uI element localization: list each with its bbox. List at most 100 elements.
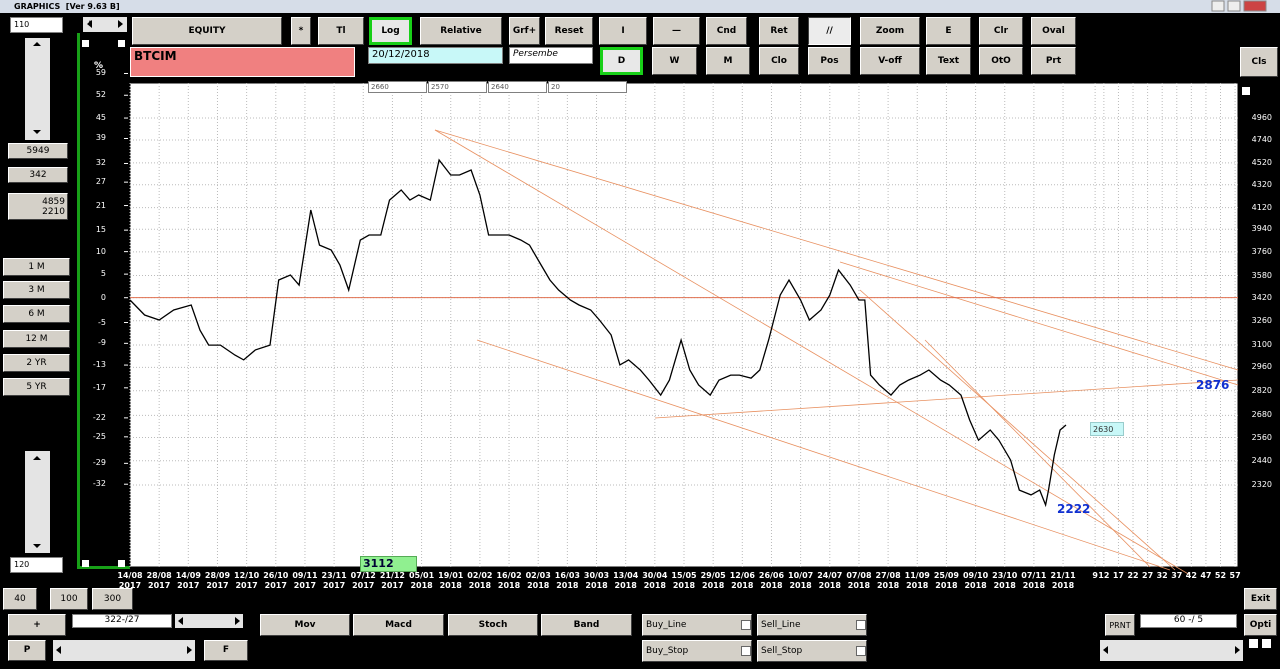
toolbar-button[interactable]: Zoom — [860, 17, 920, 45]
toolbar-button[interactable]: Log — [369, 17, 412, 45]
toolbar-button[interactable]: Oval — [1031, 17, 1076, 45]
value-field: 5949 — [8, 143, 68, 159]
annotation: 3112 — [360, 556, 417, 572]
period-button[interactable]: 1 M — [3, 258, 70, 276]
checkbox[interactable] — [741, 620, 751, 630]
panel-border — [77, 33, 80, 569]
toolbar-button[interactable]: OtO — [979, 47, 1023, 75]
period-button[interactable]: 3 M — [3, 281, 70, 299]
toolbar-button[interactable]: // — [808, 17, 851, 45]
x-tick-label: 26/10 2017 — [263, 571, 289, 590]
toolbar-button[interactable]: Prt — [1031, 47, 1076, 75]
order-line-toggle[interactable]: Sell_Stop — [757, 640, 867, 662]
x-tick-label: 21/11 2018 — [1050, 571, 1076, 590]
period-button[interactable]: 12 M — [3, 330, 70, 348]
indicator-button[interactable]: Macd — [353, 614, 444, 636]
plot-area — [129, 82, 1239, 568]
date-box: 20/12/2018 — [368, 47, 503, 64]
value-field[interactable]: 110 — [10, 17, 63, 33]
toolbar-button[interactable]: Tl — [318, 17, 364, 45]
y2-tick-label: 39 — [95, 133, 106, 143]
next-button[interactable]: F — [204, 640, 248, 661]
toolbar-button[interactable]: I — [599, 17, 647, 45]
toolbar-button[interactable]: — — [653, 17, 700, 45]
x-tick-label: 05/01 2018 — [408, 571, 435, 590]
y2-axis-label: % — [94, 61, 104, 71]
y2-tick-label: -22 — [92, 412, 106, 422]
x-tick-label: 12 — [1098, 571, 1110, 580]
period-button[interactable]: 5 YR — [3, 378, 70, 396]
x-tick-label: 02/03 2018 — [525, 571, 551, 590]
checkbox[interactable] — [856, 620, 866, 630]
zoom-button[interactable]: 300 — [92, 588, 133, 610]
title-bar — [0, 0, 1280, 13]
x-tick-label: 28/09 2017 — [204, 571, 231, 590]
y-tick-label: 4120 — [1251, 202, 1272, 212]
toolbar-button[interactable]: Relative — [420, 17, 502, 45]
toolbar-button[interactable]: M — [706, 47, 750, 75]
toolbar-button[interactable]: D — [600, 47, 643, 75]
x-tick-label: 12/06 2018 — [729, 571, 755, 590]
toolbar-button[interactable]: Grf+ — [509, 17, 540, 45]
range-box: 4859 2210 — [8, 193, 68, 220]
x-tick-label: 14/09 2017 — [175, 571, 201, 590]
x-tick-label: 26/06 2018 — [758, 571, 785, 590]
y2-tick-label: -13 — [92, 360, 106, 370]
order-line-toggle[interactable]: Sell_Line — [757, 614, 867, 636]
print-button[interactable]: PRNT — [1105, 614, 1135, 636]
toolbar-button[interactable]: Clr — [979, 17, 1023, 45]
indicator-button[interactable]: Band — [541, 614, 632, 636]
info-box: 20 — [548, 81, 627, 93]
order-line-toggle[interactable]: Buy_Stop — [642, 640, 752, 662]
checkbox[interactable] — [741, 646, 751, 656]
x-tick-label: 16/03 2018 — [554, 571, 580, 590]
checkbox[interactable] — [856, 646, 866, 656]
x-tick-label: 12/10 2017 — [234, 571, 260, 590]
toolbar-button[interactable]: Ret — [759, 17, 799, 45]
indicator-button[interactable]: Stoch — [448, 614, 538, 636]
y-tick-label: 4960 — [1251, 113, 1272, 123]
prev-button[interactable]: P — [8, 640, 46, 661]
plus-button[interactable]: + — [8, 614, 66, 636]
order-line-toggle[interactable]: Buy_Line — [642, 614, 752, 636]
toolbar-button[interactable]: E — [926, 17, 971, 45]
x-tick-label: 15/05 2018 — [671, 571, 697, 590]
options-button[interactable]: Opti — [1244, 614, 1277, 636]
x-tick-label: 57 — [1229, 571, 1241, 580]
exit-button[interactable]: Exit — [1244, 588, 1277, 610]
y-tick-label: 3760 — [1251, 246, 1272, 256]
panel-border — [77, 566, 130, 569]
x-tick-label: 09/11 2017 — [292, 571, 318, 590]
value-field[interactable]: 120 — [10, 557, 63, 573]
y2-tick-label: 15 — [95, 225, 106, 235]
toolbar-button[interactable]: Text — [926, 47, 971, 75]
toolbar-button[interactable]: W — [652, 47, 697, 75]
indicator-button[interactable]: Mov — [260, 614, 350, 636]
x-tick-label: 32 — [1156, 571, 1168, 580]
annotation: 2630 — [1090, 422, 1124, 436]
toolbar-button[interactable]: Cnd — [706, 17, 747, 45]
period-button[interactable]: 2 YR — [3, 354, 70, 372]
zoom-button[interactable]: 100 — [50, 588, 88, 610]
window-controls — [1211, 0, 1267, 12]
toolbar-button[interactable]: Reset — [545, 17, 593, 45]
y2-tick-label: 32 — [95, 158, 106, 168]
y2-tick-label: 59 — [95, 68, 106, 78]
toolbar-button[interactable]: EQUITY — [132, 17, 282, 45]
toolbar-button[interactable]: Pos — [808, 47, 851, 75]
symbol-box: BTCIM — [130, 47, 355, 77]
y-tick-label: 3940 — [1251, 224, 1272, 234]
y-tick-label: 3100 — [1251, 340, 1272, 350]
weekday-box: Persembe — [509, 47, 593, 64]
y-tick-label: 4740 — [1251, 134, 1272, 144]
y-tick-label: 2820 — [1251, 385, 1272, 395]
zoom-button[interactable]: 40 — [3, 588, 37, 610]
close-button[interactable]: Cls — [1240, 47, 1278, 77]
period-button[interactable]: 6 M — [3, 305, 70, 323]
toolbar-button[interactable]: Clo — [759, 47, 799, 75]
toolbar-button[interactable]: V-off — [860, 47, 920, 75]
y2-tick-label: -9 — [98, 338, 106, 348]
toolbar-button[interactable]: * — [291, 17, 311, 45]
